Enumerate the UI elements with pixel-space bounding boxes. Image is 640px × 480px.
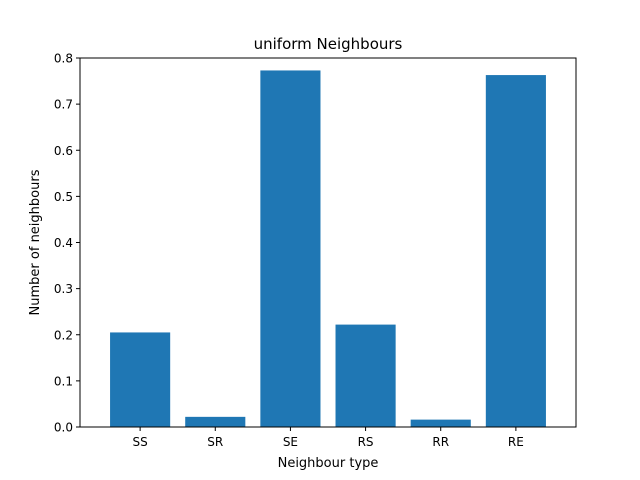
x-axis-label: Neighbour type bbox=[278, 456, 379, 471]
bar-rr bbox=[410, 419, 471, 427]
bar-ss bbox=[110, 332, 171, 427]
x-tick-label: RR bbox=[432, 435, 449, 449]
y-tick-label: 0.4 bbox=[54, 236, 73, 250]
y-tick-label: 0.3 bbox=[54, 282, 73, 296]
bar-se bbox=[260, 70, 321, 427]
bar-sr bbox=[185, 416, 246, 427]
chart-title: uniform Neighbours bbox=[254, 35, 403, 53]
y-tick-label: 0.7 bbox=[54, 98, 73, 112]
y-axis-ticks: 0.0 0.1 0.2 0.3 0.4 0.5 0.6 0.7 0.8 bbox=[54, 52, 80, 435]
x-tick-label: SE bbox=[283, 435, 298, 449]
y-tick-label: 0.8 bbox=[54, 52, 73, 66]
y-tick-label: 0.1 bbox=[54, 374, 73, 388]
x-tick-label: SS bbox=[133, 435, 148, 449]
x-tick-label: RS bbox=[358, 435, 374, 449]
bar-rs bbox=[335, 324, 396, 427]
plot-frame bbox=[79, 57, 577, 428]
x-tick-label: SR bbox=[207, 435, 223, 449]
x-tick-label: RE bbox=[508, 435, 524, 449]
bars-group bbox=[110, 70, 546, 427]
y-tick-label: 0.6 bbox=[54, 144, 73, 158]
bar-re bbox=[485, 75, 546, 427]
y-tick-label: 0.5 bbox=[54, 190, 73, 204]
y-axis-label: Number of neighbours bbox=[28, 169, 43, 315]
y-tick-label: 0.0 bbox=[54, 421, 73, 435]
x-axis-ticks: SS SR SE RS RR RE bbox=[133, 427, 524, 449]
y-tick-label: 0.2 bbox=[54, 328, 73, 342]
